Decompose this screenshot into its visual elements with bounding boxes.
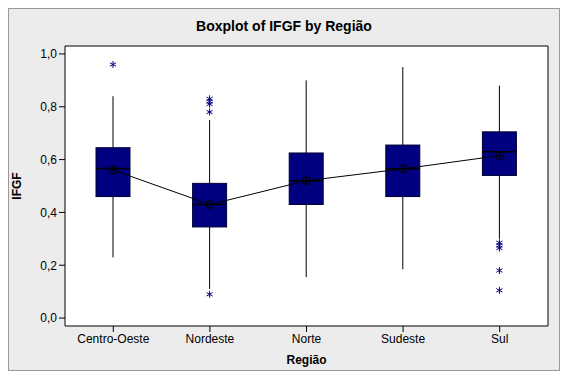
svg-text:Norte: Norte bbox=[292, 332, 322, 346]
svg-text:0,0: 0,0 bbox=[40, 311, 57, 325]
svg-text:1,0: 1,0 bbox=[40, 47, 57, 61]
svg-text:0,4: 0,4 bbox=[40, 206, 57, 220]
svg-text:Sudeste: Sudeste bbox=[381, 332, 425, 346]
svg-text:0,6: 0,6 bbox=[40, 153, 57, 167]
svg-text:0,2: 0,2 bbox=[40, 259, 57, 273]
svg-text:Nordeste: Nordeste bbox=[186, 332, 235, 346]
svg-text:Sul: Sul bbox=[491, 332, 508, 346]
svg-text:Região: Região bbox=[286, 353, 326, 367]
svg-text:IFGF: IFGF bbox=[10, 172, 24, 199]
svg-text:Centro-Oeste: Centro-Oeste bbox=[77, 332, 149, 346]
svg-text:0,8: 0,8 bbox=[40, 100, 57, 114]
html-text:Boxplot of IFGF by Região: Boxplot of IFGF by Região bbox=[196, 18, 372, 34]
